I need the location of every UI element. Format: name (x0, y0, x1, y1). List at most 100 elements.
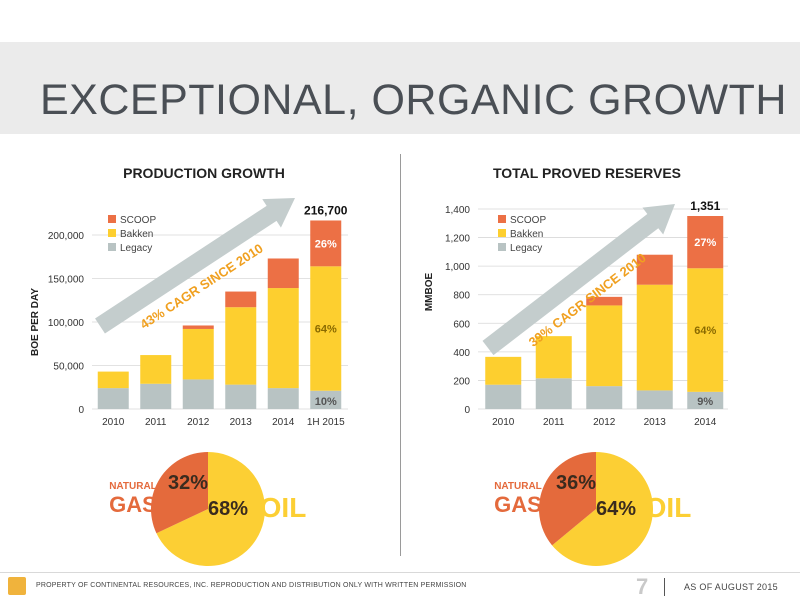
footer-divider (0, 572, 800, 573)
total-label: 216,700 (304, 203, 348, 217)
bar-scoop (636, 254, 673, 285)
bar-legacy (225, 384, 257, 409)
cagr-arrow-shape (482, 203, 676, 356)
legend-label-scoop: SCOOP (510, 215, 546, 226)
x-tick-label: 1H 2015 (307, 417, 345, 428)
footer-separator (664, 578, 665, 596)
x-tick-label: 2012 (187, 417, 210, 428)
y-tick-label: 0 (464, 405, 470, 416)
bar-scoop (267, 258, 299, 289)
oil-label: OIL (645, 492, 692, 523)
header-band (0, 42, 800, 134)
natural-gas-label-top: NATURAL (494, 481, 542, 492)
y-tick-label: 150,000 (48, 275, 85, 286)
percent-label-bakken: 64% (315, 324, 337, 336)
y-tick-label: 800 (453, 291, 470, 302)
bar-scoop (687, 216, 724, 269)
bar-bakken (586, 305, 623, 387)
bar-scoop (310, 220, 342, 267)
y-tick-label: 200,000 (48, 231, 85, 242)
x-tick-label: 2013 (230, 417, 253, 428)
x-tick-label: 2010 (492, 417, 515, 428)
bar-legacy (636, 390, 673, 409)
bar-legacy (535, 378, 572, 409)
legend-label-legacy: Legacy (510, 243, 542, 254)
pie-label-oil: 68% (208, 498, 248, 520)
bar-scoop (586, 296, 623, 306)
y-axis-label: MMBOE (424, 273, 435, 312)
bar-bakken (182, 328, 214, 380)
percent-label-legacy: 9% (697, 396, 713, 408)
top-band (0, 0, 800, 42)
x-tick-label: 2014 (272, 417, 295, 428)
legend-swatch-scoop (498, 215, 506, 223)
bar-legacy (140, 383, 172, 409)
footer (0, 573, 800, 600)
cagr-arrow-shape (95, 197, 295, 334)
bar-bakken (267, 288, 299, 389)
legend-swatch-scoop (108, 215, 116, 223)
footer-date: AS OF AUGUST 2015 (684, 582, 778, 592)
bar-bakken (535, 336, 572, 379)
pie-slice-gas (150, 452, 208, 534)
column-divider (400, 154, 401, 556)
x-tick-label: 2012 (593, 417, 616, 428)
percent-label-bakken: 64% (694, 325, 716, 337)
bar-scoop (225, 291, 257, 308)
legend-swatch-legacy (108, 243, 116, 251)
page-title: EXCEPTIONAL, ORGANIC GROWTH (40, 76, 787, 124)
y-tick-label: 1,200 (445, 234, 470, 245)
y-axis-label: BOE PER DAY (30, 288, 41, 356)
x-tick-label: 2011 (543, 417, 565, 428)
bar-bakken (97, 371, 129, 389)
natural-gas-label-bottom: GAS (494, 492, 542, 517)
x-tick-label: 2014 (694, 417, 717, 428)
legend-swatch-bakken (498, 229, 506, 237)
y-tick-label: 1,000 (445, 262, 470, 273)
pie-slice-gas (538, 452, 596, 546)
bar-legacy (485, 384, 522, 409)
percent-label-scoop: 27% (694, 237, 716, 249)
bar-bakken (140, 355, 172, 384)
y-tick-label: 100,000 (48, 318, 85, 329)
legend-label-bakken: Bakken (120, 229, 153, 240)
pie-label-gas: 32% (168, 472, 208, 494)
oil-label: OIL (260, 492, 307, 523)
y-tick-label: 200 (453, 376, 470, 387)
bar-bakken (310, 266, 342, 391)
x-tick-label: 2013 (644, 417, 667, 428)
total-label: 1,351 (690, 199, 720, 213)
legend-label-bakken: Bakken (510, 229, 543, 240)
chart-title: PRODUCTION GROWTH (123, 165, 285, 181)
y-tick-label: 1,400 (445, 205, 470, 216)
pie-label-oil: 64% (596, 498, 636, 520)
legend-swatch-bakken (108, 229, 116, 237)
bar-legacy (310, 390, 342, 409)
x-tick-label: 2011 (145, 417, 167, 428)
footer-disclaimer: PROPERTY OF CONTINENTAL RESOURCES, INC. … (36, 582, 467, 589)
pie-label-gas: 36% (556, 472, 596, 494)
percent-label-scoop: 26% (315, 238, 337, 250)
page-number: 7 (636, 574, 649, 599)
pie-slice-oil (156, 452, 265, 566)
y-tick-label: 400 (453, 348, 470, 359)
bar-bakken (687, 268, 724, 392)
bar-legacy (182, 379, 214, 409)
natural-gas-label-bottom: GAS (109, 492, 157, 517)
bar-bakken (636, 284, 673, 391)
bar-bakken (485, 356, 522, 385)
pie-slice-oil (552, 452, 653, 566)
bar-scoop (182, 325, 214, 329)
company-logo-icon (8, 577, 26, 595)
legend-label-scoop: SCOOP (120, 215, 156, 226)
legend-swatch-legacy (498, 243, 506, 251)
bar-legacy (267, 388, 299, 409)
bar-legacy (586, 386, 623, 409)
bar-legacy (97, 388, 129, 409)
bar-legacy (687, 391, 724, 409)
legend-label-legacy: Legacy (120, 243, 152, 254)
natural-gas-label-top: NATURAL (109, 481, 157, 492)
chart-title: TOTAL PROVED RESERVES (493, 165, 681, 181)
bar-bakken (225, 307, 257, 385)
